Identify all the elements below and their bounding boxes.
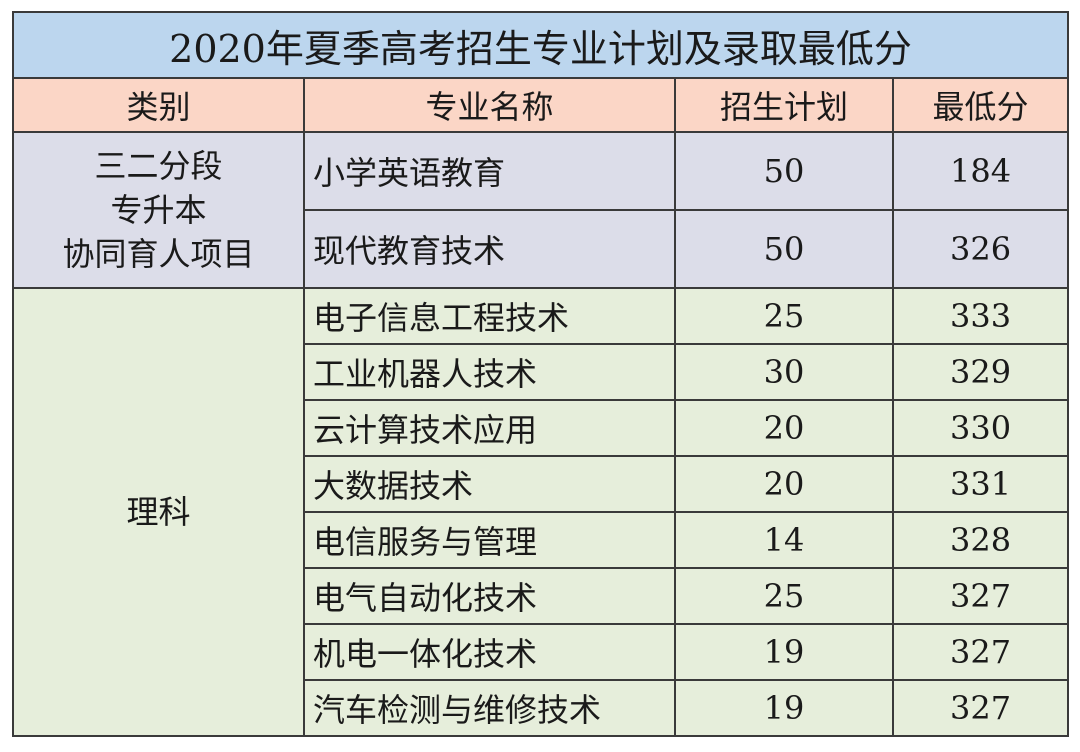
major-cell: 汽车检测与维修技术 [303,679,676,737]
header-plan: 招生计划 [674,77,894,133]
plan-cell: 50 [674,209,894,289]
min-score-cell: 330 [891,399,1070,457]
min-score-cell: 327 [891,679,1070,737]
table-row: 云计算技术应用 20 330 [13,399,1070,457]
min-score-cell: 326 [891,209,1070,289]
plan-cell: 20 [674,455,894,513]
table-row: 现代教育技术 50 326 [13,209,1070,289]
category-line: 三二分段 [94,147,223,185]
major-cell: 大数据技术 [303,455,676,513]
table-row: 理科 电子信息工程技术 25 333 [12,287,1070,737]
min-score-cell: 328 [891,511,1070,569]
category-line: 理科 [126,493,191,531]
major-cell: 电气自动化技术 [303,567,676,625]
table-title: 2020年夏季高考招生专业计划及录取最低分 [11,11,1070,79]
header-major: 专业名称 [303,77,676,133]
major-cell: 机电一体化技术 [303,623,676,681]
min-score-cell: 333 [891,287,1070,345]
table-row: 机电一体化技术 19 327 [13,623,1070,681]
category-line: 协同育人项目 [62,235,255,273]
header-category: 类别 [12,77,305,133]
plan-cell: 30 [674,343,894,401]
table-row: 工业机器人技术 30 329 [13,343,1070,401]
category-cell: 三二分段 专升本 协同育人项目 [12,131,305,289]
table-row: 电气自动化技术 25 327 [13,567,1070,625]
admission-table-container: 2020年夏季高考招生专业计划及录取最低分 类别 专业名称 招生计划 最低分 三… [11,11,1070,739]
min-score-cell: 329 [891,343,1070,401]
major-cell: 电信服务与管理 [303,511,676,569]
min-score-cell: 327 [891,567,1070,625]
plan-cell: 50 [674,131,894,211]
table-row: 大数据技术 20 331 [13,455,1070,513]
admission-table: 2020年夏季高考招生专业计划及录取最低分 类别 专业名称 招生计划 最低分 三… [11,11,1070,737]
table-row: 汽车检测与维修技术 19 327 [13,679,1070,737]
major-cell: 小学英语教育 [303,131,676,211]
plan-cell: 25 [674,287,894,345]
plan-cell: 19 [674,679,894,737]
min-score-cell: 184 [891,131,1070,211]
table-row: 电信服务与管理 14 328 [13,511,1070,569]
plan-cell: 25 [674,567,894,625]
plan-cell: 19 [674,623,894,681]
major-cell: 云计算技术应用 [303,399,676,457]
header-min-score: 最低分 [891,77,1070,133]
min-score-cell: 331 [891,455,1070,513]
plan-cell: 14 [674,511,894,569]
plan-cell: 20 [674,399,894,457]
min-score-cell: 327 [891,623,1070,681]
category-cell: 理科 [12,287,305,737]
major-cell: 工业机器人技术 [303,343,676,401]
title-row: 2020年夏季高考招生专业计划及录取最低分 [11,11,1070,79]
major-cell: 现代教育技术 [303,209,676,289]
table-row: 三二分段 专升本 协同育人项目 小学英语教育 50 184 [12,131,1070,289]
major-cell: 电子信息工程技术 [303,287,676,345]
category-line: 专升本 [110,191,207,229]
header-row: 类别 专业名称 招生计划 最低分 [12,77,1070,133]
